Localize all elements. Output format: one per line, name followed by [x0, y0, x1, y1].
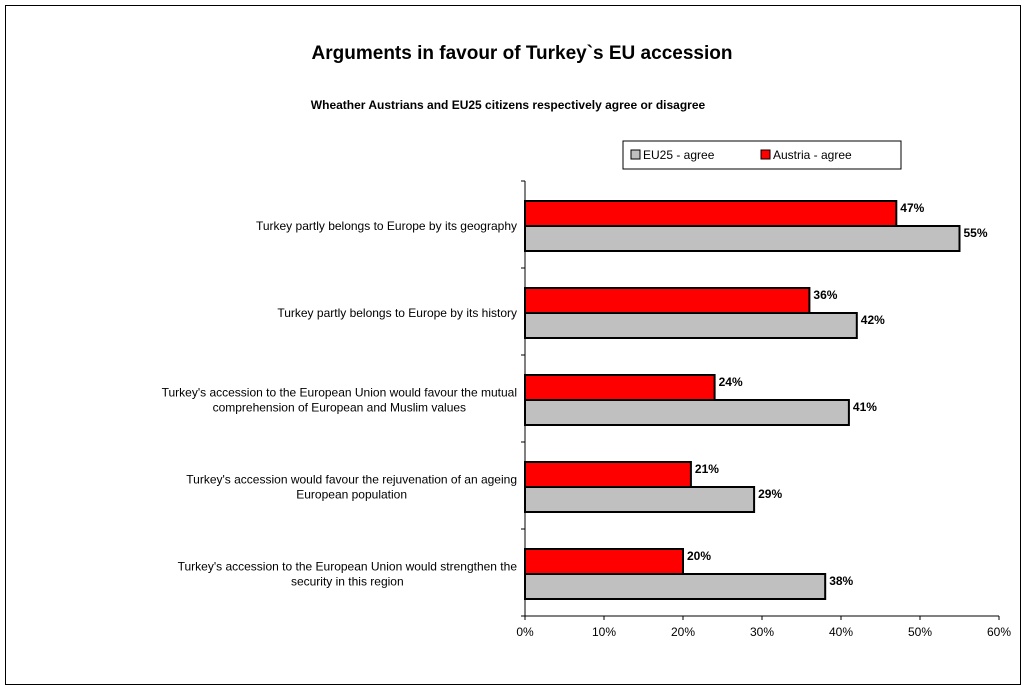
data-label-eu25: 42% — [861, 313, 885, 327]
data-label-austria: 21% — [695, 462, 719, 476]
x-tick-label: 60% — [987, 625, 1011, 639]
legend-swatch-austria — [760, 149, 771, 160]
bar-chart: Arguments in favour of Turkey`s EU acces… — [162, 43, 1012, 639]
bar-austria — [524, 287, 811, 314]
bar-austria — [524, 461, 692, 488]
data-label-eu25: 41% — [853, 400, 877, 414]
legend-label-eu25: EU25 - agree — [643, 148, 715, 162]
bar-austria — [524, 374, 716, 401]
category-label-line: Turkey's accession to the European Union… — [162, 386, 517, 400]
bar-eu25 — [524, 573, 827, 600]
category-label-line: comprehension of European and Muslim val… — [213, 401, 466, 415]
data-label-austria: 24% — [719, 375, 743, 389]
legend: EU25 - agree Austria - agree — [622, 140, 902, 170]
x-tick-label: 40% — [829, 625, 853, 639]
x-tick-label: 0% — [516, 625, 534, 639]
bar-eu25 — [524, 399, 850, 426]
category-label-line: European population — [296, 488, 407, 502]
chart-frame: Arguments in favour of Turkey`s EU acces… — [5, 5, 1021, 685]
data-label-eu25: 55% — [964, 226, 988, 240]
category-label-line: Turkey's accession to the European Union… — [178, 560, 518, 574]
category-label-line: security in this region — [291, 575, 404, 589]
bar-eu25 — [524, 225, 961, 252]
category-label-line: Turkey's accession would favour the reju… — [186, 473, 517, 487]
x-tick-label: 10% — [592, 625, 616, 639]
chart-subtitle: Wheather Austrians and EU25 citizens res… — [311, 98, 706, 112]
data-label-austria: 36% — [813, 288, 837, 302]
x-tick-label: 50% — [908, 625, 932, 639]
data-label-eu25: 38% — [829, 574, 853, 588]
data-label-austria: 47% — [900, 201, 924, 215]
bar-austria — [524, 548, 684, 575]
legend-swatch-eu25 — [630, 149, 641, 160]
category-label: Turkey partly belongs to Europe by its h… — [277, 306, 517, 320]
category-label: Turkey's accession to the European Union… — [178, 560, 518, 589]
category-label: Turkey's accession to the European Union… — [162, 386, 517, 415]
plot-area: 0% 10% 20% 30% 40% 50% 60% 47% 55% Turkey partly … — [162, 180, 1011, 639]
category-label: Turkey partly belongs to Europe by its g… — [256, 219, 517, 233]
bar-eu25 — [524, 486, 756, 513]
x-tick-label: 20% — [671, 625, 695, 639]
legend-label-austria: Austria - agree — [773, 148, 852, 162]
data-label-austria: 20% — [687, 549, 711, 563]
data-label-eu25: 29% — [758, 487, 782, 501]
bar-austria — [524, 200, 898, 227]
category-label: Turkey's accession would favour the reju… — [186, 473, 517, 502]
x-tick-label: 30% — [750, 625, 774, 639]
chart-title: Arguments in favour of Turkey`s EU acces… — [312, 43, 733, 64]
bar-eu25 — [524, 312, 858, 339]
